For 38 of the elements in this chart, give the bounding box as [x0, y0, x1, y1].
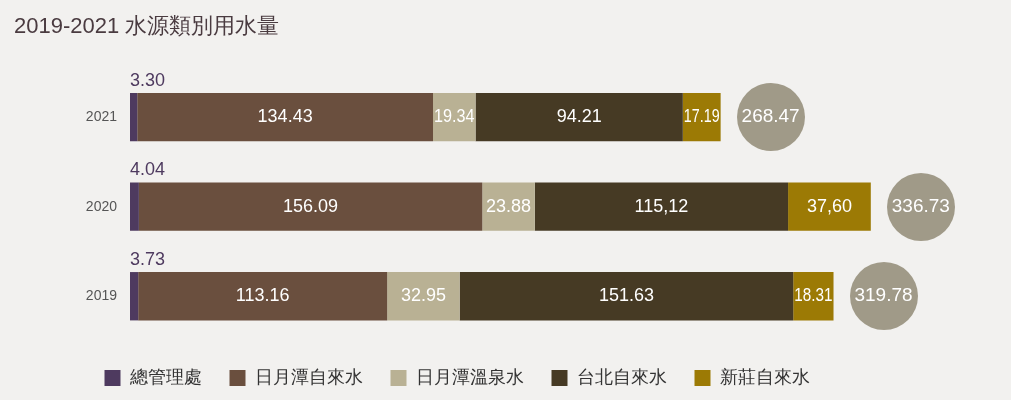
- y-tick-label: 2020: [85, 197, 118, 214]
- bar: [534, 182, 789, 231]
- y-tick-label: 2021: [85, 108, 118, 125]
- bar: [459, 272, 794, 321]
- y-tick-label: 2019: [85, 287, 118, 304]
- bar: [137, 92, 434, 142]
- total-label: 268.47: [741, 105, 800, 127]
- data-label: 94.21: [556, 106, 602, 127]
- data-label: 134.43: [257, 106, 313, 127]
- bar: [788, 182, 871, 231]
- legend-label: 新莊自來水: [719, 366, 810, 387]
- legend-label: 總管理處: [128, 366, 202, 387]
- data-label: 23.88: [486, 195, 532, 216]
- data-label: 3.30: [130, 69, 166, 90]
- legend-label: 日月潭自來水: [254, 366, 363, 387]
- total-label: 319.78: [854, 284, 913, 306]
- data-label: 18.31: [794, 285, 833, 306]
- data-label: 37,60: [806, 195, 852, 216]
- bar: [130, 92, 138, 142]
- data-label: 3.73: [130, 249, 166, 270]
- bar: [387, 272, 460, 321]
- legend-label: 台北自來水: [576, 366, 667, 387]
- bar: [138, 272, 388, 321]
- bar: [130, 182, 139, 231]
- total-label: 336.73: [891, 194, 950, 216]
- data-label: 4.04: [130, 159, 166, 180]
- data-label: 32.95: [400, 285, 446, 306]
- bar: [130, 272, 139, 321]
- data-label: 17.19: [683, 105, 720, 126]
- data-label: 113.16: [235, 285, 290, 306]
- bar: [475, 92, 683, 142]
- data-label: 19.34: [434, 106, 475, 127]
- data-label: 115,12: [634, 195, 689, 216]
- legend-label: 日月潭溫泉水: [415, 366, 524, 387]
- chart-title: 2019-2021 水源類別用水量: [14, 13, 280, 39]
- data-label: 156.09: [283, 195, 339, 216]
- bar: [138, 182, 483, 231]
- data-label: 151.63: [598, 285, 654, 306]
